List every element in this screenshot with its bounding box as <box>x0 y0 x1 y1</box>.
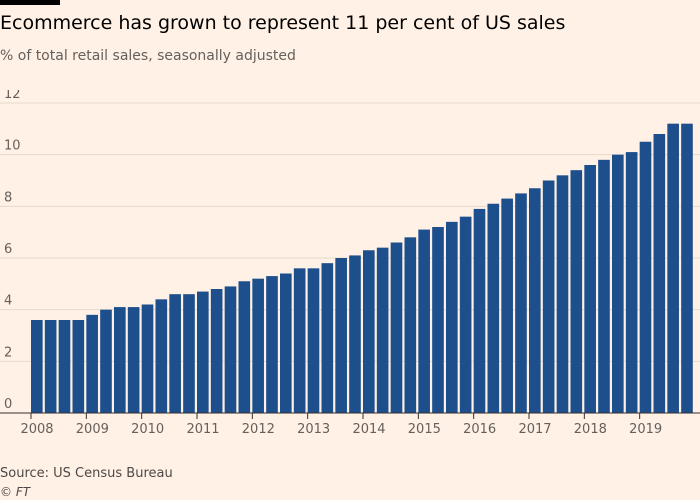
bar <box>487 203 500 413</box>
bar <box>390 242 403 413</box>
bar <box>114 307 126 413</box>
bar <box>612 154 624 414</box>
x-tick-label: 2009 <box>76 422 109 437</box>
bar <box>570 170 583 413</box>
bar <box>556 175 569 413</box>
y-axis-labels: 0 2 4 6 8 10 12 <box>4 90 21 412</box>
bar <box>598 159 610 413</box>
bar <box>210 289 223 413</box>
bar <box>86 314 98 413</box>
x-tick-label: 2012 <box>242 422 275 437</box>
y-tick-label: 2 <box>4 345 12 360</box>
bar <box>58 320 71 413</box>
x-tick-label: 2019 <box>629 422 662 437</box>
bar <box>307 268 320 413</box>
x-tick-label: 2017 <box>518 422 551 437</box>
bar <box>197 291 209 413</box>
bar <box>542 180 555 413</box>
x-tick-label: 2010 <box>131 422 164 437</box>
bar <box>639 141 652 413</box>
bar <box>446 221 458 413</box>
x-tick-label: 2011 <box>186 422 219 437</box>
x-tick-label: 2018 <box>574 422 607 437</box>
brand-bar <box>0 0 60 5</box>
bar <box>667 123 679 414</box>
bar <box>501 198 513 413</box>
bar <box>432 227 444 413</box>
chart-title: Ecommerce has grown to represent 11 per … <box>0 12 566 34</box>
bar <box>155 299 168 413</box>
x-tick-label: 2015 <box>408 422 441 437</box>
bar <box>72 320 85 413</box>
bar <box>418 229 430 413</box>
bar <box>376 247 389 413</box>
bar <box>183 294 195 413</box>
bar <box>584 165 596 413</box>
x-tick-label: 2016 <box>463 422 496 437</box>
bar <box>473 208 486 413</box>
bar <box>100 309 112 413</box>
bar <box>653 134 666 413</box>
bar <box>529 188 541 413</box>
y-tick-label: 10 <box>4 139 21 154</box>
y-tick-label: 0 <box>4 397 12 412</box>
bar <box>280 273 292 413</box>
bar <box>127 307 140 413</box>
bar <box>224 286 237 413</box>
chart-subtitle: % of total retail sales, seasonally adju… <box>0 48 296 64</box>
bar <box>404 237 417 413</box>
x-axis: 2008 2009 2010 2011 2012 2013 2014 2015 2016 2017… <box>0 412 700 437</box>
x-tick-label: 2008 <box>20 422 53 437</box>
y-tick-label: 8 <box>4 190 12 205</box>
bar <box>252 278 264 413</box>
bars <box>31 123 693 414</box>
y-tick-label: 12 <box>4 90 21 102</box>
bar <box>363 250 375 413</box>
bar <box>681 123 693 414</box>
source-note: Source: US Census Bureau <box>0 466 173 481</box>
bar <box>321 263 334 413</box>
bar <box>349 255 361 413</box>
bar <box>31 320 43 413</box>
bar <box>141 304 154 413</box>
y-tick-label: 4 <box>4 294 12 309</box>
bar <box>238 281 251 413</box>
bar <box>625 152 638 413</box>
x-tick-label: 2014 <box>352 422 385 437</box>
x-tick-label: 2013 <box>297 422 330 437</box>
bar <box>266 276 278 413</box>
credit-note: © FT <box>0 485 31 499</box>
bar <box>459 216 472 413</box>
bar <box>293 268 306 413</box>
bar <box>515 193 527 413</box>
y-tick-label: 6 <box>4 242 12 257</box>
bar <box>335 258 347 413</box>
bar <box>169 294 181 413</box>
bar <box>44 320 57 413</box>
